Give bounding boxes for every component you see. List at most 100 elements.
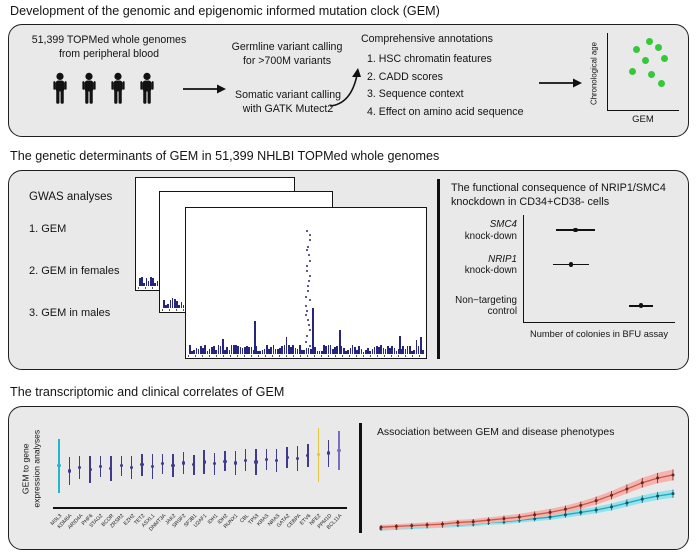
manhattan-point-column [228,349,231,354]
manhattan-point-column [241,347,244,354]
expression-point [285,455,289,460]
manhattan-point-column [345,351,347,354]
manhattan-point-column [305,348,308,354]
manhattan-point-column [334,346,336,354]
manhattan-point-column [150,277,152,286]
panel-divider-1 [437,179,441,359]
association-point [625,487,629,491]
manhattan-point-column [288,344,290,354]
scatter-dot [660,55,668,63]
manhattan-point-column [143,282,145,286]
manhattan-point-column [182,305,185,308]
gwas-item-1: 1. GEM [29,223,67,235]
manhattan-point-column [233,345,235,354]
manhattan-signal-dot [308,260,311,262]
association-point [487,518,491,522]
person-icon [140,72,154,104]
curved-arrow [329,68,361,107]
manhattan-signal-dot [306,285,309,288]
manhattan-point-column [301,350,303,354]
correlates-panel: GEM to gene expression analyses MSL3 KDM6… [8,406,689,550]
manhattan-peak [253,320,256,354]
manhattan-point-column [224,350,226,354]
scatter-dot [641,56,649,64]
scatter-dot [646,37,654,45]
manhattan-point-column [193,350,195,354]
manhattan-signal-dot [308,344,311,347]
manhattan-point-column [365,349,367,354]
association-point [517,515,521,519]
manhattan-point-column [415,340,418,354]
section-title-development: Development of the genomic and epigenomi… [10,4,440,18]
manhattan-point-column [422,349,424,354]
manhattan-peak [222,338,225,354]
manhattan-point-column [248,347,250,354]
association-point [671,473,675,477]
forest-point [573,227,578,233]
section-title-genetics: The genetic determinants of GEM in 51,39… [10,149,440,163]
expression-point [129,465,134,469]
annotation-item-3: 3. Sequence context [367,88,464,100]
association-point [563,507,567,511]
forest-labels: SMC4 knock-down NRIP1 knock-down Non−targeti… [445,215,517,323]
functional-title: The functional consequence of NRIP1/SMC4… [451,181,685,209]
association-point [579,510,583,514]
expression-point [275,458,279,462]
scatter-dot [633,45,641,53]
manhattan-point-column [235,345,237,354]
expression-point [223,459,227,463]
expression-point [244,458,248,462]
manhattan-signal-dot [308,280,311,282]
manhattan-point-column [380,345,382,354]
germline-line2: for >700M variants [242,54,332,67]
manhattan-point-column [389,348,391,354]
manhattan-point-column [367,347,369,354]
manhattan-signal-dot [304,340,307,343]
manhattan-point-column [274,348,277,354]
expression-point [150,464,154,469]
manhattan-point-column [215,349,217,354]
association-plot [379,469,675,531]
annotation-item-1: 1. HSC chromatin features [367,53,492,65]
manhattan-point-column [272,344,275,354]
association-line-pink [380,474,674,528]
manhattan-point-column [294,348,297,354]
manhattan-point-column [270,346,272,354]
manhattan-point-column [406,345,409,354]
manhattan-point-column [382,348,385,354]
manhattan-point-column [393,348,396,354]
manhattan-point-column [152,278,154,286]
manhattan-point-column [362,351,365,354]
manhattan-point-column [398,349,400,354]
cohort-line1: 51,399 TOPMed whole genomes [31,34,187,46]
association-point [594,499,598,503]
expression-point [78,465,82,469]
expression-ylabel: GEM to gene expression analyses [20,409,41,529]
manhattan-point-column [219,346,222,354]
manhattan-signal-dot [306,290,309,292]
association-point [656,494,660,498]
association-point [640,497,644,501]
expression-point [88,467,92,471]
manhattan-point-column [197,349,200,354]
association-point [548,510,552,514]
association-point [579,503,583,507]
scatter-dot [654,44,662,52]
manhattan-point-column [285,336,288,354]
association-point [656,476,660,480]
cohort-description: 51,399 TOPMed whole genomes from periphe… [21,34,197,62]
expression-point [327,451,331,455]
manhattan-point-column [387,346,389,354]
manhattan-signal-dot [306,319,309,322]
manhattan-point-column [321,351,323,354]
manhattan-point-column [139,278,141,286]
expression-point [212,462,217,466]
manhattan-signal-dot [307,324,310,327]
association-point [671,492,675,496]
manhattan-point-column [279,347,281,354]
manhattan-point-column [318,351,321,354]
manhattan-point-column [145,278,148,286]
manhattan-point-column [343,348,345,354]
association-point [440,522,444,526]
